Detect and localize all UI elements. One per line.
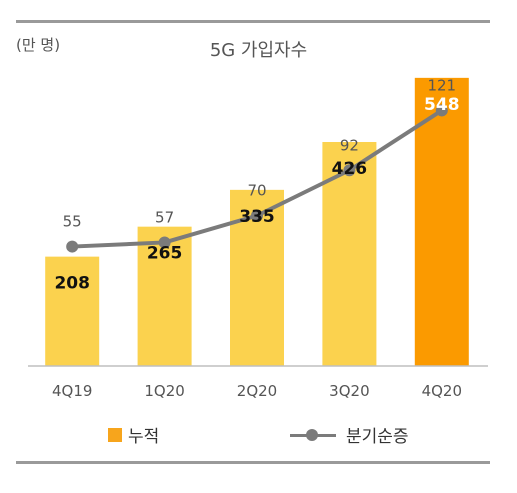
bar-value-4Q19: 208 [54,274,90,294]
x-tick-4Q19: 4Q19 [52,382,92,400]
line-point-3Q20 [343,164,356,177]
line-point-4Q20 [435,104,448,117]
x-tick-3Q20: 3Q20 [329,382,369,400]
bar-value-1Q20: 265 [147,244,183,264]
bar-value-3Q20: 426 [332,159,368,179]
bottom-rule [16,461,490,464]
legend-label-quarterly: 분기순증 [346,427,409,447]
x-tick-1Q20: 1Q20 [144,382,184,400]
chart-title: 5G 가입자수 [209,40,308,61]
bar-4Q20 [414,77,469,366]
legend-item-quarterly: 분기순증 [290,422,409,447]
x-tick-2Q20: 2Q20 [237,382,277,400]
bar-value-2Q20: 335 [239,207,275,227]
line-value-1Q20: 57 [155,208,174,226]
legend-swatch-bar [108,427,122,442]
unit-label: (만 명) [16,36,61,54]
line-point-1Q20 [158,236,171,249]
bar-4Q19 [45,256,100,366]
bar-value-4Q20: 548 [424,95,460,115]
line-value-2Q20: 70 [247,182,266,200]
line-value-3Q20: 92 [340,136,359,154]
line-value-4Q19: 55 [63,213,82,231]
bar-1Q20 [137,226,192,366]
x-tick-4Q20: 4Q20 [422,382,462,400]
legend-item-cumulative: 누적 [108,422,159,447]
line-value-4Q20: 121 [427,76,456,94]
legend-label-cumulative: 누적 [128,427,160,447]
line-point-2Q20 [251,209,263,222]
top-rule [16,20,490,23]
line-point-4Q19 [66,240,79,253]
legend-swatch-line [290,428,336,442]
